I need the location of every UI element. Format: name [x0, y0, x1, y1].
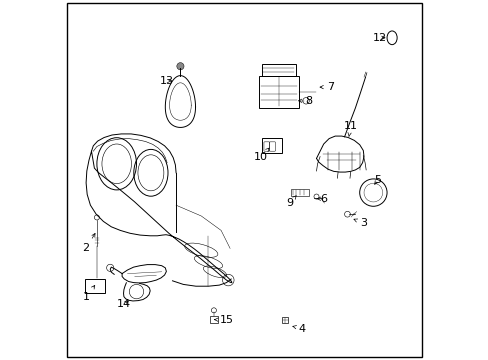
Text: 5: 5	[373, 175, 381, 185]
Text: 13: 13	[160, 76, 174, 86]
Text: 8: 8	[298, 96, 312, 106]
Text: 12: 12	[372, 33, 386, 43]
Text: 1: 1	[82, 285, 95, 302]
Text: 4: 4	[292, 324, 305, 334]
Text: 2: 2	[82, 233, 95, 253]
Text: 7: 7	[320, 82, 334, 92]
Text: 3: 3	[353, 218, 366, 228]
Text: 9: 9	[285, 196, 296, 208]
Text: 15: 15	[214, 315, 234, 325]
Text: 14: 14	[117, 299, 131, 309]
Text: 11: 11	[343, 121, 357, 136]
Text: 10: 10	[253, 148, 268, 162]
Text: 6: 6	[317, 194, 326, 204]
Circle shape	[177, 63, 183, 70]
